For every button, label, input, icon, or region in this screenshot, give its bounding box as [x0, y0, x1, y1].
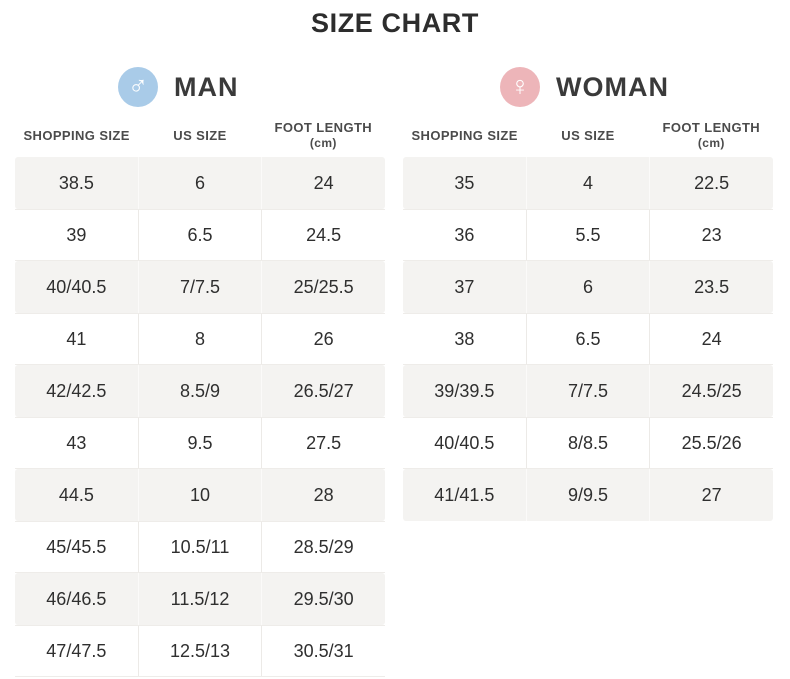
- table-cell: 40/40.5: [434, 432, 495, 453]
- chart-columns: ♂ MAN SHOPPING SIZE US SIZE FOOT LENGTH …: [0, 37, 790, 677]
- woman-size-table: 35 4 22.5 36 5.5 23 37 6 23.5 38 6.5 24 39/39.5 7/7.5…: [403, 157, 773, 521]
- table-cell: 44.5: [58, 484, 94, 505]
- table-cell: 6: [137, 157, 262, 209]
- man-column-header-shopping-size: SHOPPING SIZE: [23, 127, 130, 143]
- table-cell: 38.5: [58, 172, 94, 193]
- male-symbol-glyph: ♂: [127, 70, 149, 101]
- table-cell: 40/40.5: [46, 276, 107, 297]
- table-cell: 47/47.5: [46, 640, 107, 661]
- male-icon: ♂: [118, 67, 158, 107]
- man-section-label: MAN: [174, 71, 239, 102]
- table-cell: 39/39.5: [434, 380, 495, 401]
- table-row: 42/42.5 8.5/9 26.5/27: [15, 365, 385, 417]
- female-icon: ♀: [500, 67, 540, 107]
- table-cell: 10: [137, 469, 262, 521]
- table-row: 36 5.5 23: [403, 209, 773, 261]
- table-cell: 43: [66, 432, 87, 453]
- man-section-header: ♂ MAN: [15, 67, 385, 107]
- foot-length-unit: (cm): [309, 136, 337, 150]
- table-row: 44.5 10 28: [15, 469, 385, 521]
- table-cell: 30.5/31: [261, 626, 385, 676]
- table-cell: 12.5/13: [137, 626, 262, 676]
- man-size-table: 38.5 6 24 39 6.5 24.5 40/40.5 7/7.5 25/25.5 41 8 26…: [15, 157, 385, 677]
- table-cell: 6.5: [137, 210, 262, 260]
- woman-column-header-us-size: US SIZE: [561, 127, 615, 143]
- table-row: 40/40.5 8/8.5 25.5/26: [403, 417, 773, 469]
- table-row: 45/45.5 10.5/11 28.5/29: [15, 521, 385, 573]
- table-cell: 46/46.5: [46, 588, 107, 609]
- woman-section-label: WOMAN: [556, 71, 669, 102]
- table-cell: 23.5: [649, 261, 773, 313]
- table-row: 37 6 23.5: [403, 261, 773, 313]
- table-cell: 39: [66, 224, 87, 245]
- table-row: 46/46.5 11.5/12 29.5/30: [15, 573, 385, 625]
- man-column-headers: SHOPPING SIZE US SIZE FOOT LENGTH (cm): [15, 113, 385, 157]
- table-cell: 37: [454, 276, 475, 297]
- table-row: 39 6.5 24.5: [15, 209, 385, 261]
- table-row: 39/39.5 7/7.5 24.5/25: [403, 365, 773, 417]
- table-cell: 8.5/9: [137, 365, 262, 417]
- table-row: 40/40.5 7/7.5 25/25.5: [15, 261, 385, 313]
- table-cell: 25.5/26: [649, 418, 773, 468]
- table-cell: 24: [261, 157, 385, 209]
- table-cell: 11.5/12: [137, 573, 262, 625]
- table-row: 43 9.5 27.5: [15, 417, 385, 469]
- table-cell: 24.5: [261, 210, 385, 260]
- foot-length-label: FOOT LENGTH: [274, 120, 373, 135]
- table-cell: 36: [454, 224, 475, 245]
- table-row: 35 4 22.5: [403, 157, 773, 209]
- foot-length-label: FOOT LENGTH: [662, 120, 761, 135]
- woman-column-header-foot-length: FOOT LENGTH (cm): [650, 120, 773, 150]
- foot-length-unit: (cm): [697, 136, 725, 150]
- table-cell: 41/41.5: [434, 484, 495, 505]
- woman-column-header-shopping-size: SHOPPING SIZE: [411, 127, 518, 143]
- man-column-header-us-size: US SIZE: [173, 127, 227, 143]
- table-cell: 28.5/29: [261, 522, 385, 572]
- table-cell: 7/7.5: [525, 365, 650, 417]
- man-section: ♂ MAN SHOPPING SIZE US SIZE FOOT LENGTH …: [15, 37, 385, 677]
- table-cell: 38: [454, 328, 475, 349]
- table-cell: 8/8.5: [525, 418, 650, 468]
- table-cell: 27.5: [261, 418, 385, 468]
- woman-column-headers: SHOPPING SIZE US SIZE FOOT LENGTH (cm): [403, 113, 773, 157]
- table-row: 41/41.5 9/9.5 27: [403, 469, 773, 521]
- table-cell: 8: [137, 314, 262, 364]
- table-cell: 9/9.5: [525, 469, 650, 521]
- table-cell: 22.5: [649, 157, 773, 209]
- table-cell: 29.5/30: [261, 573, 385, 625]
- table-cell: 26: [261, 314, 385, 364]
- table-cell: 26.5/27: [261, 365, 385, 417]
- page-title: SIZE CHART: [311, 8, 479, 38]
- table-cell: 4: [525, 157, 650, 209]
- table-row: 47/47.5 12.5/13 30.5/31: [15, 625, 385, 677]
- woman-section: ♀ WOMAN SHOPPING SIZE US SIZE FOOT LENGT…: [403, 37, 773, 677]
- table-row: 41 8 26: [15, 313, 385, 365]
- female-symbol-glyph: ♀: [509, 70, 531, 101]
- table-cell: 5.5: [525, 210, 650, 260]
- table-cell: 9.5: [137, 418, 262, 468]
- table-cell: 10.5/11: [137, 522, 262, 572]
- table-cell: 35: [454, 172, 475, 193]
- table-cell: 23: [649, 210, 773, 260]
- table-cell: 7/7.5: [137, 261, 262, 313]
- table-cell: 24: [649, 314, 773, 364]
- man-column-header-foot-length: FOOT LENGTH (cm): [262, 120, 385, 150]
- table-cell: 42/42.5: [46, 380, 107, 401]
- table-row: 38 6.5 24: [403, 313, 773, 365]
- table-cell: 45/45.5: [46, 536, 107, 557]
- table-cell: 24.5/25: [649, 365, 773, 417]
- table-cell: 6: [525, 261, 650, 313]
- table-cell: 28: [261, 469, 385, 521]
- table-cell: 41: [66, 328, 87, 349]
- table-cell: 25/25.5: [261, 261, 385, 313]
- table-row: 38.5 6 24: [15, 157, 385, 209]
- table-cell: 27: [649, 469, 773, 521]
- woman-section-header: ♀ WOMAN: [403, 67, 773, 107]
- table-cell: 6.5: [525, 314, 650, 364]
